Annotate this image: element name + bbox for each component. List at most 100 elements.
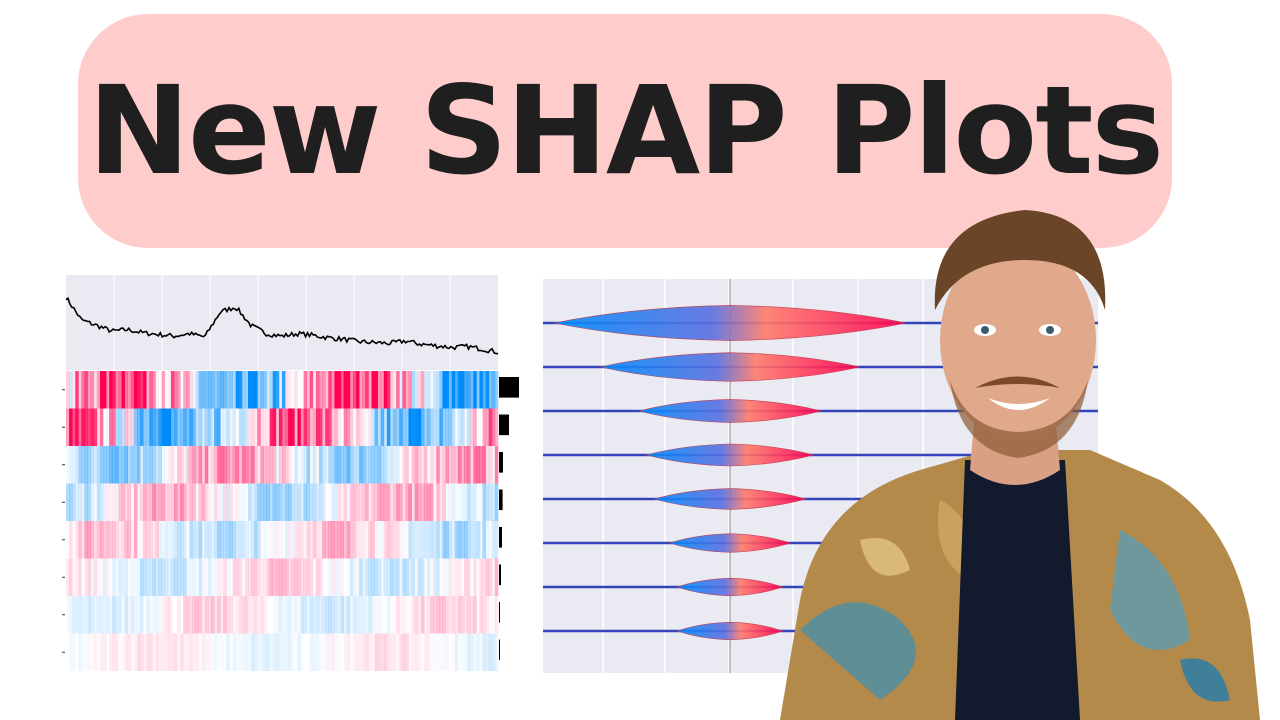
heatmap-cell: [362, 633, 366, 671]
heatmap-cell: [476, 409, 479, 447]
heatmap-cell: [315, 408, 320, 446]
heatmap-cell: [383, 483, 388, 521]
heatmap-cell: [430, 596, 434, 634]
heatmap-cell: [183, 596, 187, 634]
heatmap-cell: [423, 521, 428, 559]
heatmap-cell: [248, 596, 252, 634]
heatmap-cell: [238, 596, 243, 634]
heatmap-cell: [198, 446, 203, 484]
heatmap-cell: [322, 634, 325, 672]
heatmap-cell: [131, 634, 134, 672]
heatmap-cell: [198, 558, 203, 596]
heatmap-cell: [106, 446, 110, 484]
heatmap-cell: [186, 371, 190, 409]
heatmap-cell: [325, 633, 329, 671]
heatmap-cell: [362, 446, 366, 484]
heatmap-cell: [452, 634, 455, 672]
heatmap-cell: [99, 596, 104, 634]
heatmap-cell: [155, 408, 159, 446]
heatmap-cell: [121, 371, 125, 409]
heatmap-cell: [377, 408, 382, 446]
heatmap-cell: [266, 633, 270, 671]
heatmap-cell: [238, 483, 243, 521]
heatmap-cell: [149, 596, 152, 634]
heatmap-cell: [115, 408, 119, 446]
heatmap-cell: [180, 371, 183, 409]
heatmap-cell: [211, 371, 215, 409]
heatmap-cell: [430, 408, 434, 446]
heatmap-cell: [170, 483, 175, 521]
heatmap-cell: [396, 633, 400, 671]
importance-bar: [499, 377, 519, 398]
heatmap-cell: [390, 483, 394, 521]
heatmap-cell: [251, 408, 255, 446]
heatmap-cell: [241, 371, 246, 409]
heatmap-cell: [297, 446, 300, 484]
heatmap-cell: [442, 521, 446, 559]
heatmap-cell: [464, 446, 468, 484]
heatmap-cell: [186, 633, 190, 671]
heatmap-cell: [201, 633, 206, 671]
heatmap-cell: [399, 483, 403, 521]
heatmap-cell: [167, 371, 172, 409]
heatmap-cell: [130, 521, 135, 559]
heatmap-cell: [368, 371, 372, 409]
heatmap-cell: [371, 558, 375, 596]
violin-shape: [676, 621, 784, 641]
heatmap-cell: [420, 408, 425, 446]
heatmap-cell: [223, 446, 227, 484]
heatmap-cell: [430, 521, 434, 559]
heatmap-cell: [121, 483, 125, 521]
heatmap-cell: [180, 483, 184, 521]
heatmap-cell: [251, 483, 255, 521]
heatmap-cell: [294, 558, 298, 596]
heatmap-cell: [467, 408, 471, 446]
heatmap-cell: [331, 558, 335, 596]
heatmap-cell: [121, 558, 125, 596]
heatmap-cell: [402, 633, 406, 671]
heatmap-cell: [143, 446, 147, 484]
heatmap-cell: [183, 446, 187, 484]
heatmap-cell: [485, 446, 490, 484]
heatmap-cell: [445, 446, 449, 484]
heatmap-cell: [214, 521, 218, 559]
heatmap-cell: [411, 633, 415, 671]
heatmap-cell: [211, 596, 215, 634]
heatmap-cell: [309, 521, 314, 559]
heatmap-cell: [473, 633, 477, 671]
heatmap-cell: [72, 558, 76, 596]
heatmap-cell: [78, 558, 82, 596]
heatmap-cell: [251, 446, 255, 484]
heatmap-cell: [81, 408, 85, 446]
heatmap-cell: [470, 633, 474, 671]
heatmap-cell: [164, 596, 169, 634]
heatmap-cell: [331, 371, 335, 409]
heatmap-cell: [128, 559, 131, 597]
heatmap-cell: [491, 558, 496, 596]
heatmap-cell: [96, 596, 101, 634]
heatmap-cell: [217, 521, 221, 559]
heatmap-cell: [467, 633, 471, 671]
heatmap-cell: [84, 521, 88, 559]
heatmap-cell: [177, 633, 181, 671]
heatmap-cell: [244, 558, 249, 596]
heatmap-cell: [275, 408, 280, 446]
heatmap-cell: [457, 483, 462, 521]
heatmap-cell: [365, 558, 369, 596]
heatmap-cell: [356, 596, 360, 634]
heatmap-cell: [260, 521, 263, 559]
heatmap-cell: [260, 633, 264, 671]
heatmap-svg: [62, 275, 519, 672]
heatmap-cell: [195, 483, 199, 521]
heatmap-cell: [408, 371, 412, 409]
heatmap-cell: [272, 596, 277, 634]
heatmap-cell: [337, 371, 341, 409]
heatmap-cell: [365, 483, 369, 521]
heatmap-cell: [300, 558, 304, 596]
heatmap-cell: [155, 371, 159, 409]
heatmap-cell: [303, 558, 307, 596]
heatmap-cell: [198, 596, 203, 634]
heatmap-cell: [223, 371, 227, 409]
heatmap-cell: [130, 446, 135, 484]
heatmap-cell: [368, 446, 372, 484]
